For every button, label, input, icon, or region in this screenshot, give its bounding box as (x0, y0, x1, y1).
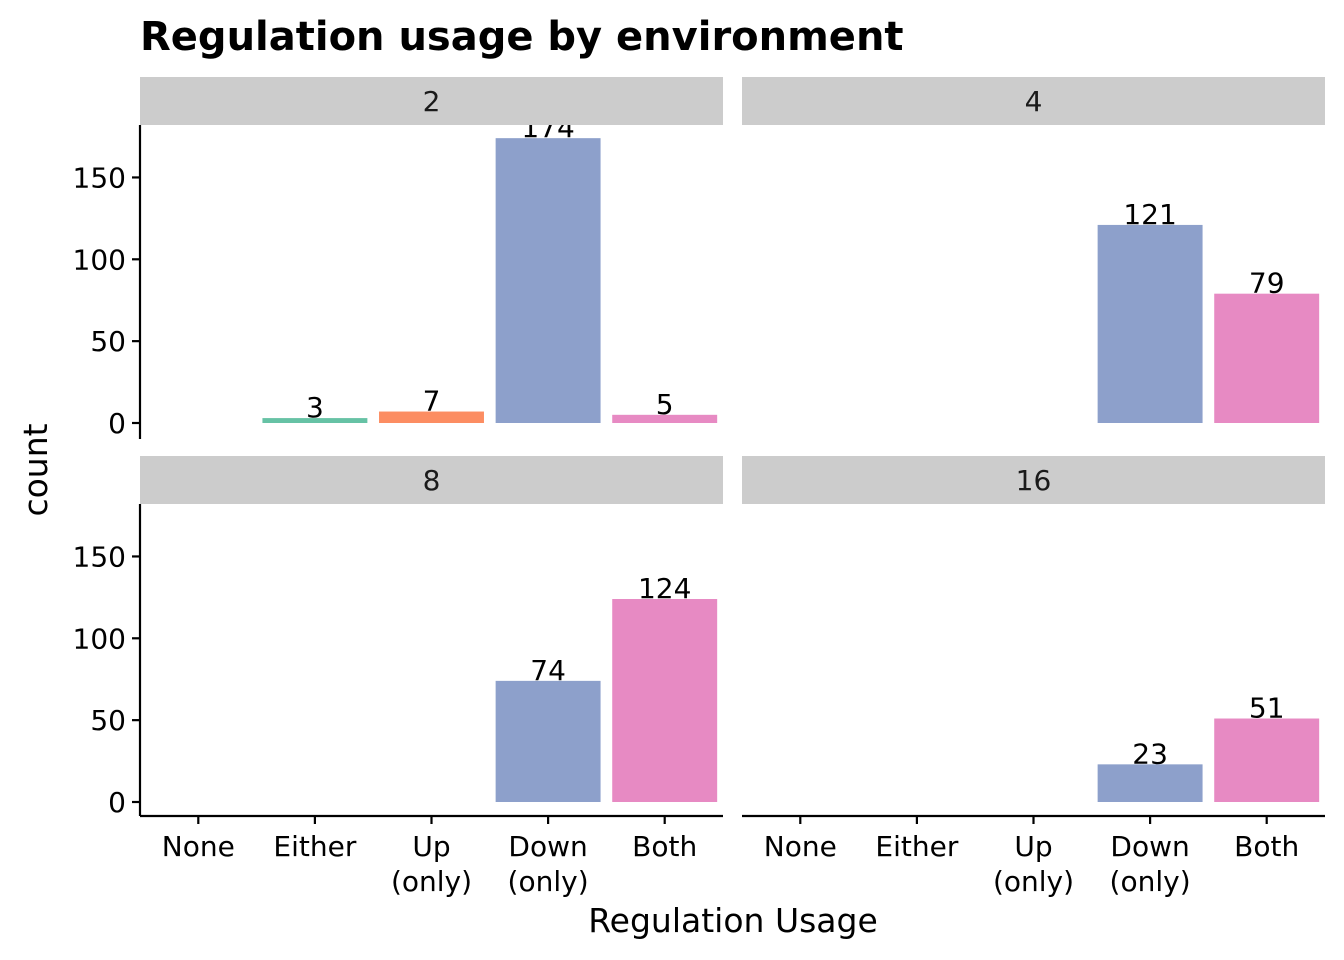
y-tick-label: 50 (90, 325, 126, 358)
x-tick-label: None (162, 830, 235, 863)
bar (379, 411, 484, 423)
facet-bars: 23 51 (1097, 692, 1320, 802)
bar-value-label: 51 (1249, 692, 1285, 725)
facet-panels: 23 71745050100150412179874124050100150Non… (73, 77, 1325, 898)
bar-value-label: 5 (656, 388, 674, 421)
x-tick-label: Up (only) (391, 830, 472, 898)
facet-strip (742, 456, 1325, 504)
facet-bars: 3 7 174 5 (262, 111, 718, 424)
x-tick-label: Up (only) (993, 830, 1074, 898)
facet-bars: 121 79 (1097, 198, 1320, 423)
y-tick-label: 0 (108, 407, 126, 440)
x-tick-label: Both (1234, 830, 1299, 863)
bar (495, 680, 601, 802)
y-tick-label: 150 (73, 161, 126, 194)
facet-strip-label: 4 (1025, 85, 1043, 118)
x-tick-label: Both (632, 830, 697, 863)
facet-strip-label: 2 (423, 85, 441, 118)
bar (1097, 224, 1203, 423)
bar-value-label: 174 (521, 111, 574, 144)
bar (1097, 764, 1203, 802)
facet-panel-4: 4 121 79 (742, 77, 1325, 423)
bar (1214, 718, 1320, 802)
facet-panel-16: 16 23 51 None Either Up (only) Down (only) Both (742, 456, 1325, 898)
bar (612, 599, 718, 802)
bar-value-label: 121 (1123, 198, 1176, 231)
y-tick-label: 100 (73, 243, 126, 276)
facet-strip (742, 77, 1325, 125)
y-tick-label: 0 (108, 786, 126, 819)
bar-value-label: 124 (638, 572, 691, 605)
bar (1214, 293, 1320, 423)
x-tick-label: Down (only) (1110, 830, 1191, 898)
facet-strip (140, 77, 723, 125)
facet-panel-8: 8 74 124 0 50 100 150 None Either Up (only) Down (on… (73, 456, 723, 898)
y-tick-label: 50 (90, 704, 126, 737)
y-tick-label: 100 (73, 622, 126, 655)
x-tick-label: Either (875, 830, 958, 863)
bar-value-label: 23 (1132, 737, 1168, 770)
x-tick-label: Down (only) (508, 830, 589, 898)
y-tick-label: 150 (73, 540, 126, 573)
facet-bars: 74 124 (495, 572, 718, 802)
chart-title: Regulation usage by environment (140, 14, 904, 60)
facet-strip (140, 456, 723, 504)
x-tick-label: None (764, 830, 837, 863)
bar (495, 138, 601, 424)
y-axis-title: count (16, 423, 55, 516)
facet-strip-label: 8 (423, 464, 441, 497)
bar-value-label: 79 (1249, 267, 1285, 300)
x-axis-title: Regulation Usage (588, 901, 878, 940)
bar-value-label: 3 (306, 391, 324, 424)
bar (612, 414, 718, 423)
x-tick-label: Either (273, 830, 356, 863)
bar-value-label: 74 (530, 654, 566, 687)
facet-strip-label: 16 (1016, 464, 1052, 497)
bar-value-label: 7 (423, 385, 441, 418)
bar (262, 418, 368, 423)
